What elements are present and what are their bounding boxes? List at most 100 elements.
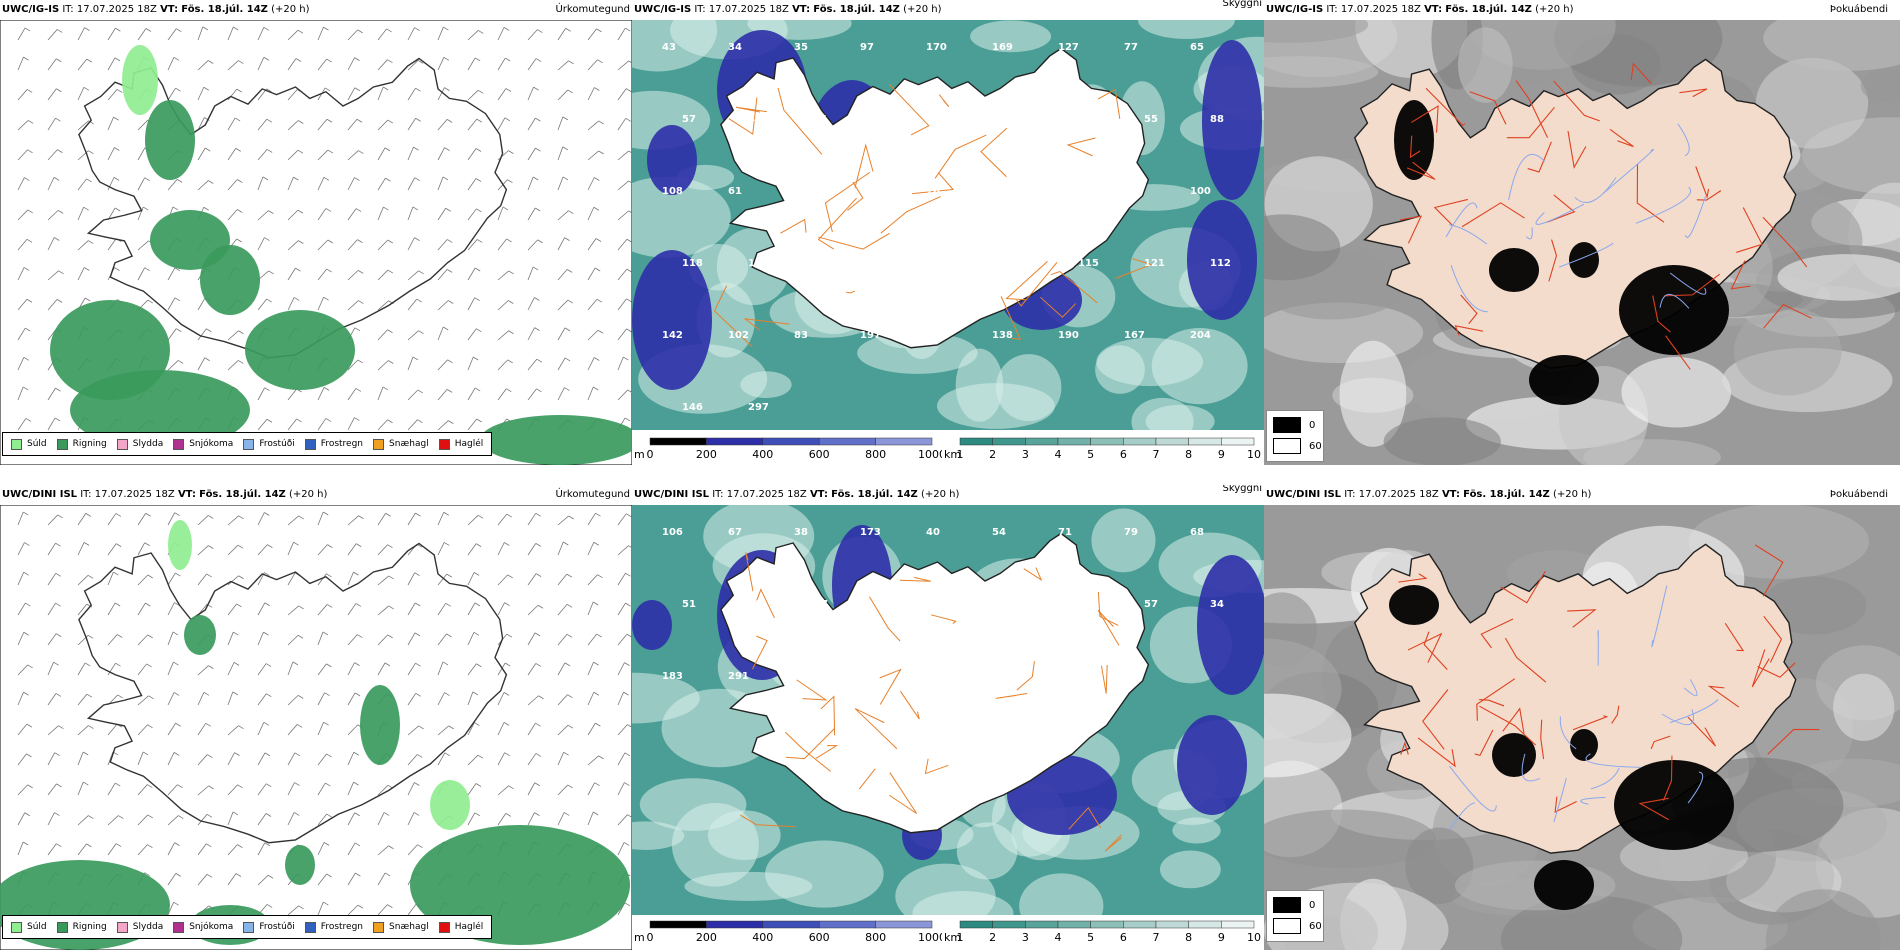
wind-barb-flag xyxy=(357,29,363,34)
wind-barb-flag xyxy=(387,544,393,549)
ceiling-label: 121 xyxy=(1144,258,1165,269)
wind-barb xyxy=(287,634,299,646)
wind-barb-flag xyxy=(414,572,420,577)
precip-area xyxy=(245,310,355,390)
wind-barb xyxy=(227,873,237,886)
wind-barb xyxy=(107,177,115,191)
wind-barb xyxy=(497,722,505,736)
legend-label: Súld xyxy=(27,922,47,932)
wind-barb-flag xyxy=(535,543,542,547)
wind-barb-flag xyxy=(388,605,394,610)
precip-area xyxy=(285,845,315,885)
legend-label: Frostregn xyxy=(320,439,364,449)
wind-barb-flag xyxy=(176,179,183,183)
visibility-colorbar: km1 2 3 4 5 6 7 8 9 10 xyxy=(944,437,1261,460)
ceiling-label: 43 xyxy=(662,42,676,53)
wind-barb-flag xyxy=(384,147,391,152)
wind-barb xyxy=(587,267,596,281)
wind-barb xyxy=(617,814,628,826)
wind-barb xyxy=(437,661,444,676)
ceiling-colorbar: m0 200 400 600 800 1000 xyxy=(634,437,942,460)
wind-barb xyxy=(287,267,296,281)
wind-barb xyxy=(17,56,24,71)
wind-barb-flag xyxy=(628,545,632,549)
river xyxy=(1508,153,1546,201)
visibility-patch xyxy=(857,332,978,374)
panel-header: UWC/IG-IS IT: 17.07.2025 18Z VT: Fös. 18… xyxy=(1264,0,1900,20)
wind-barb-flag xyxy=(505,813,512,817)
wind-barb-flag xyxy=(414,177,420,182)
wind-barb xyxy=(467,632,475,646)
road xyxy=(889,772,918,814)
legend-swatch xyxy=(304,921,316,933)
wind-barb-flag xyxy=(57,149,63,153)
fog-indicator-map xyxy=(1264,505,1900,950)
wind-barb xyxy=(377,177,386,191)
panel-header: UWC/DINI ISL IT: 17.07.2025 18Z VT: Fös.… xyxy=(0,485,632,505)
wind-barb-flag xyxy=(264,572,270,576)
wind-barb xyxy=(377,872,386,886)
ceiling-colorbar: m0 200 400 600 800 1000 xyxy=(634,920,942,943)
wind-barb-flag xyxy=(593,601,599,606)
wind-barb xyxy=(167,752,175,766)
wind-barb-flag xyxy=(178,815,184,819)
wind-barb-flag xyxy=(295,58,302,62)
wind-barb-flag xyxy=(206,328,212,333)
road xyxy=(713,285,753,348)
wind-barb xyxy=(497,359,508,371)
wind-barb-flag xyxy=(117,634,123,638)
wind-barb-flag xyxy=(23,56,29,61)
river xyxy=(1558,242,1614,268)
wind-barb xyxy=(227,811,234,826)
wind-barb xyxy=(317,297,325,311)
wind-barb-flag xyxy=(262,176,269,181)
wind-barb-flag xyxy=(236,603,242,608)
wind-barb-flag xyxy=(444,542,450,546)
wind-barb xyxy=(587,811,594,826)
ceiling-label: 117 xyxy=(814,258,835,269)
legend-label: Rigning xyxy=(72,439,107,449)
wind-barb xyxy=(557,116,564,131)
colorbar-unit: km xyxy=(944,448,961,460)
visibility-patch xyxy=(684,871,813,901)
wind-barb xyxy=(587,601,594,616)
wind-barb xyxy=(197,723,207,736)
wind-barb-flag xyxy=(534,782,540,787)
precip-panel-row1: UWC/IG-IS IT: 17.07.2025 18Z VT: Fös. 18… xyxy=(0,0,632,465)
river xyxy=(1580,796,1606,805)
wind-barb-flag xyxy=(597,574,603,579)
ceiling-label: 190 xyxy=(1058,330,1079,341)
wind-barb-flag xyxy=(54,812,60,816)
wind-barb xyxy=(47,58,57,71)
wind-barb xyxy=(347,515,359,526)
legend-swatch xyxy=(116,438,128,450)
wind-barb xyxy=(77,781,84,796)
wind-barb-flag xyxy=(83,542,90,546)
legend-swatch xyxy=(173,921,185,933)
wind-barb-flag xyxy=(86,58,92,63)
wind-barb-flag xyxy=(444,752,451,757)
wind-barb xyxy=(587,207,595,221)
wind-barb-flag xyxy=(327,149,334,154)
wind-barb-flag xyxy=(177,784,183,789)
wind-barb-flag xyxy=(237,179,243,183)
road xyxy=(1411,104,1439,133)
wind-barb xyxy=(407,572,416,586)
wind-barb-flag xyxy=(626,513,632,518)
wind-barb xyxy=(137,267,146,281)
river xyxy=(1659,293,1690,309)
panel-parameter-title: Úrkomutegund xyxy=(555,489,630,500)
colorbar-segment xyxy=(1057,920,1091,929)
wind-barb xyxy=(167,57,175,71)
road xyxy=(1553,80,1600,122)
wind-barb-flag xyxy=(446,633,452,638)
wind-barb xyxy=(407,725,419,736)
colorbar-segment xyxy=(992,437,1026,446)
colorbar-tick: 8 xyxy=(1185,448,1192,460)
wind-barb xyxy=(497,785,509,796)
colorbar-tick: 200 xyxy=(696,448,717,460)
wind-barb-flag xyxy=(596,298,603,303)
wind-barb xyxy=(197,117,205,131)
iceland-land xyxy=(720,532,1150,834)
wind-barb-flag xyxy=(54,237,60,241)
